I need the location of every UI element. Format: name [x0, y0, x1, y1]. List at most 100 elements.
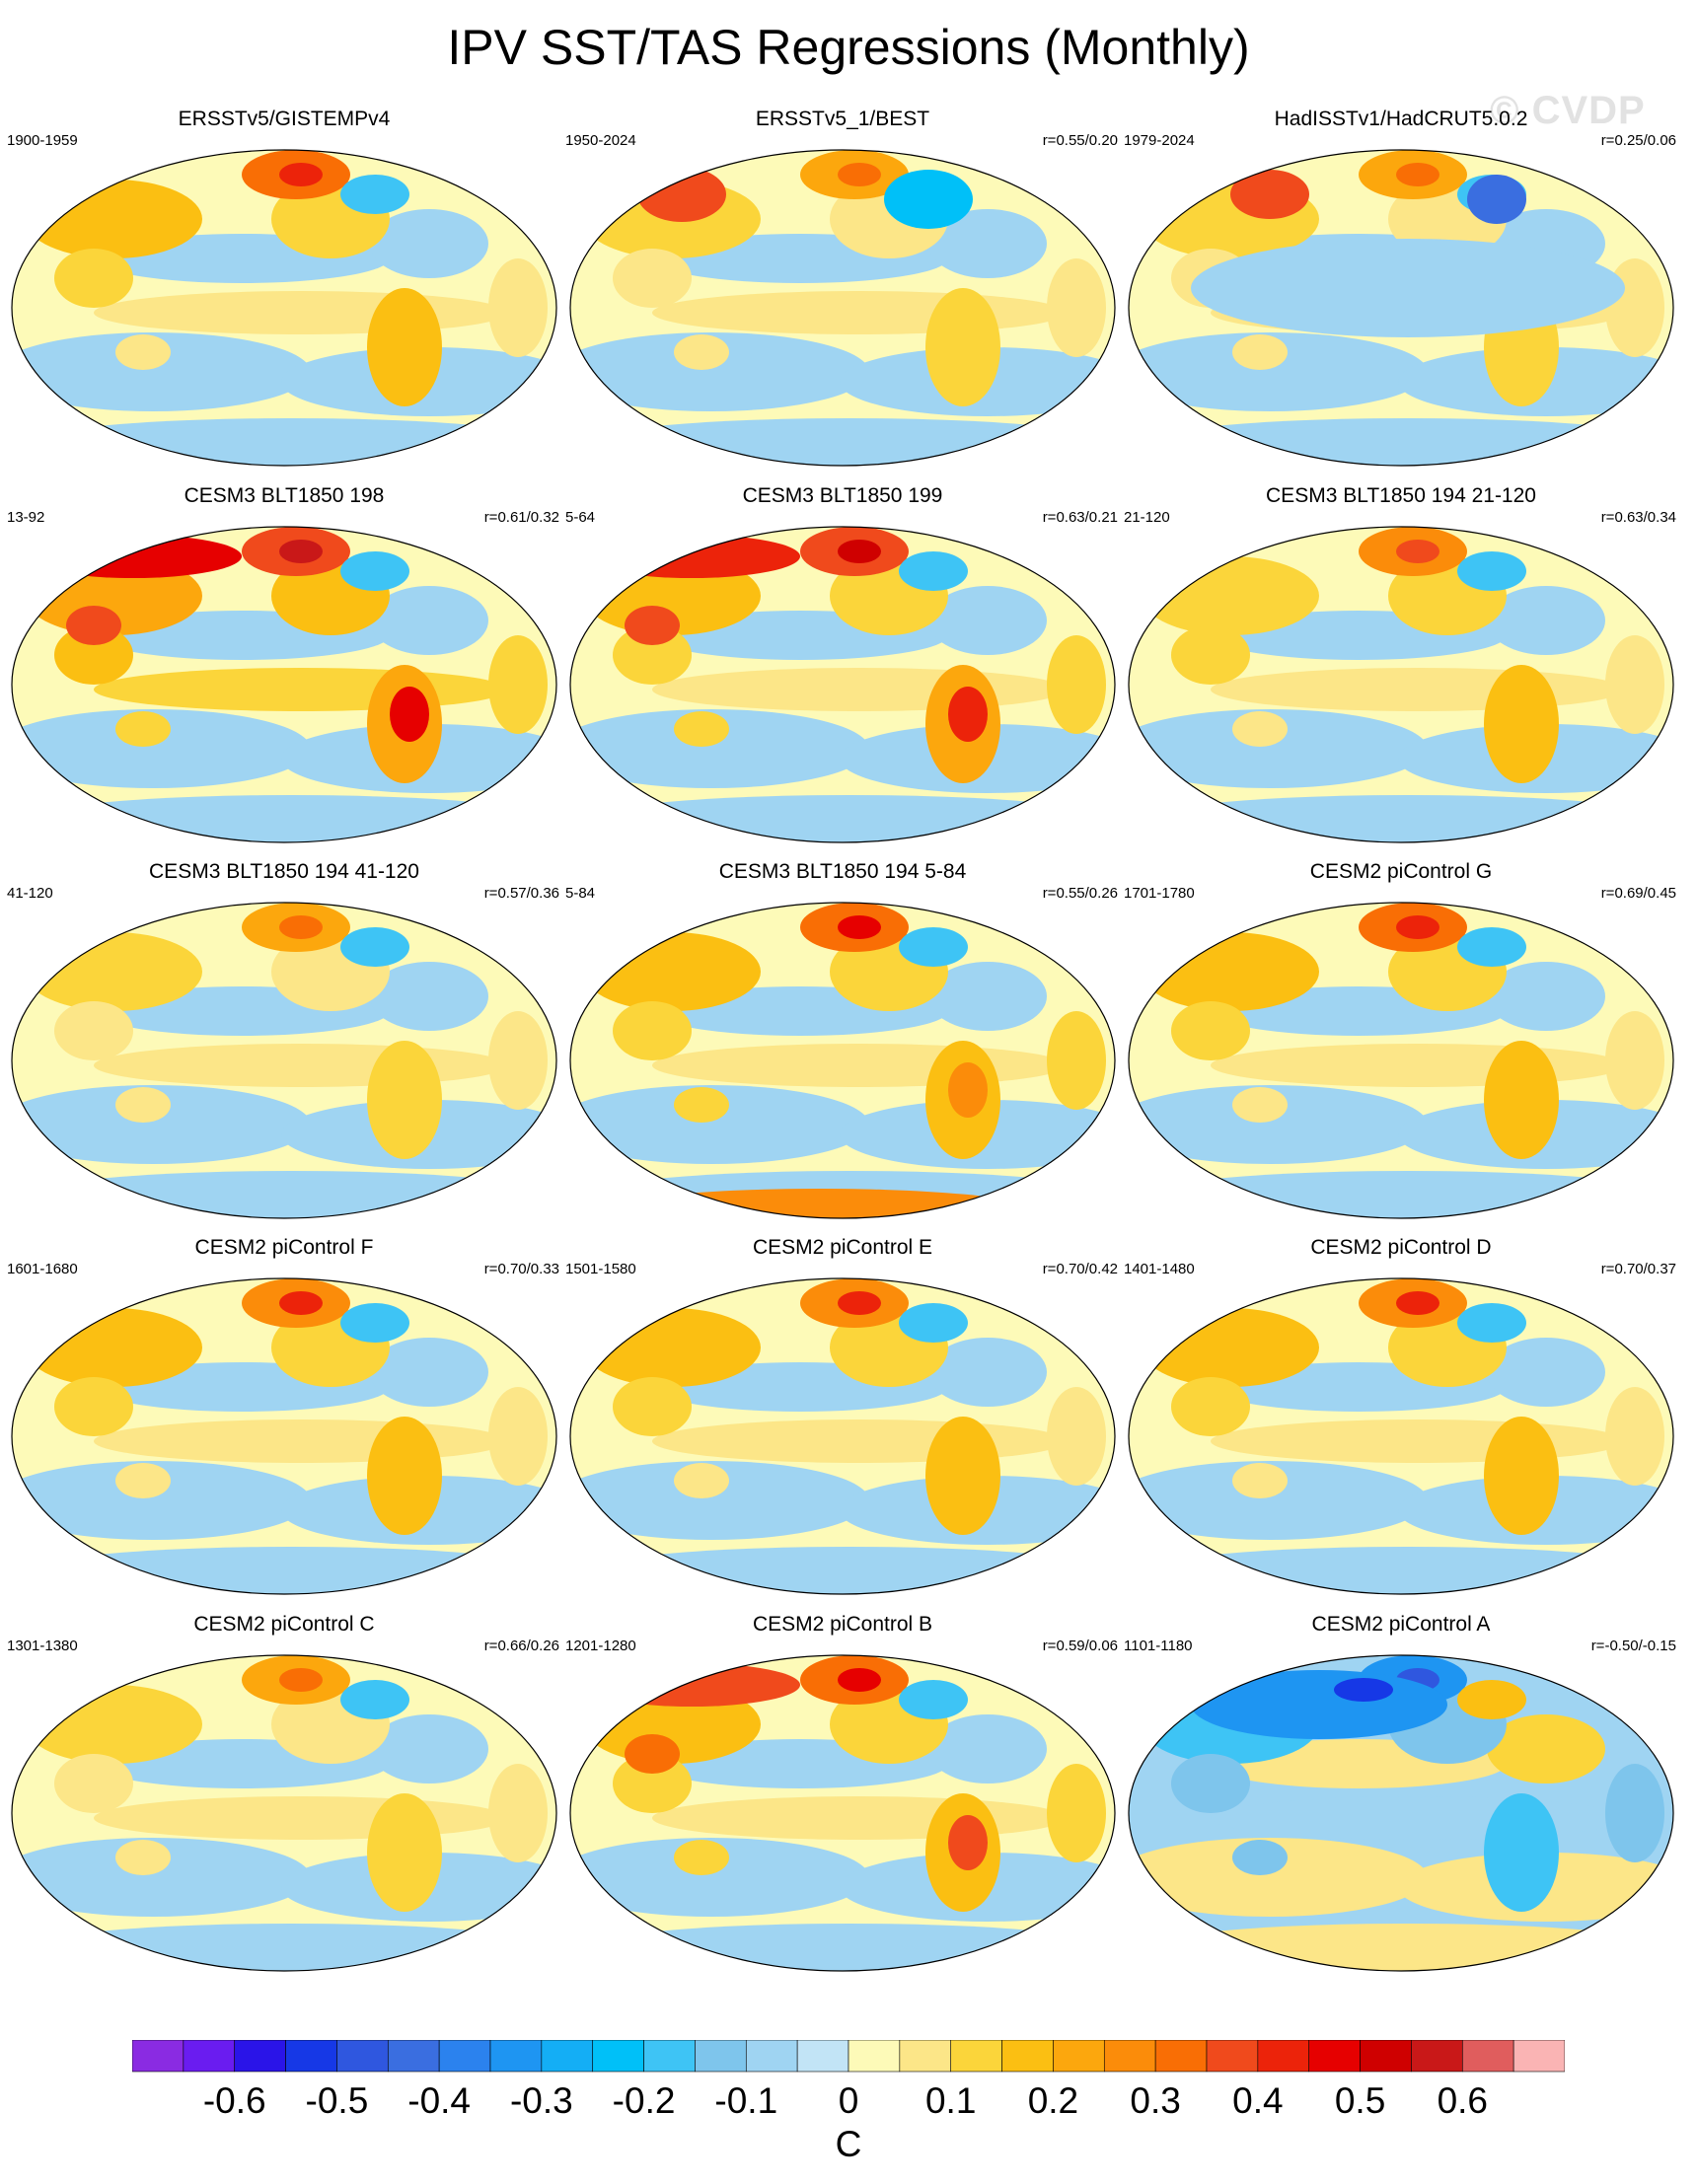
map-panel: CESM2 piControl C 1301-1380 r=0.66/0.26	[5, 1612, 563, 1987]
siberia-anomaly	[25, 535, 242, 578]
south-asia-anomaly	[613, 1001, 692, 1060]
colorbar-box	[183, 2040, 236, 2073]
africa-anomaly	[488, 1764, 548, 1862]
alaska-core	[838, 163, 881, 186]
africa-anomaly	[1047, 1387, 1106, 1486]
equatorial-pacific-tongue	[94, 668, 508, 711]
colorbar-tick-labels: -0.6 -0.5 -0.4 -0.3 -0.2 -0.1 0 0.1 0.2 0.3 0.4 0.5…	[0, 2079, 1697, 2125]
map-panel: CESM3 BLT1850 194 41-120 41-120 r=0.57/0.3…	[5, 859, 563, 1234]
global-map	[569, 1654, 1116, 1972]
map-outline	[569, 1654, 1116, 1972]
colorbar-tick-label: -0.1	[714, 2080, 778, 2121]
australia-anomaly	[115, 711, 171, 747]
map-outline	[1128, 1277, 1674, 1595]
equatorial-pacific-tongue	[652, 1420, 1067, 1463]
eurasia-anomaly	[25, 180, 202, 258]
australia-anomaly	[1232, 711, 1288, 747]
africa-anomaly	[1047, 258, 1106, 357]
equatorial-pacific-tongue	[94, 291, 508, 334]
south-pacific-band	[570, 709, 869, 788]
australia-anomaly	[1232, 334, 1288, 370]
australia-anomaly	[1232, 1087, 1288, 1123]
amazon-hot-core	[948, 1062, 988, 1118]
australia-anomaly	[115, 1463, 171, 1498]
map-outline	[11, 526, 557, 843]
panel-period: 1301-1380	[7, 1638, 78, 1654]
south-asia-anomaly	[613, 1754, 692, 1813]
south-pacific-band	[570, 332, 869, 411]
south-america-anomaly	[1484, 1417, 1559, 1535]
colorbar-tick-label: 0.4	[1232, 2080, 1284, 2121]
alaska-core	[1396, 915, 1439, 939]
panel-title: CESM2 piControl D	[1310, 1236, 1492, 1259]
north-america-cool	[884, 170, 973, 229]
panel-correlation: r=0.63/0.34	[1600, 509, 1676, 526]
south-asia-anomaly	[613, 1377, 692, 1436]
colorbar-box	[285, 2040, 337, 2073]
map-panel: CESM2 piControl D 1401-1480 r=0.70/0.37	[1122, 1235, 1680, 1610]
panel-period: 1101-1180	[1124, 1638, 1193, 1654]
panel-title: CESM3 BLT1850 194 5-84	[718, 860, 967, 883]
panel-title: CESM2 piControl C	[193, 1613, 375, 1636]
map-outline	[1128, 526, 1674, 843]
map-outline	[11, 1654, 557, 1972]
map-panel: ERSSTv5_1/BEST 1950-2024 r=0.55/0.20	[563, 107, 1122, 481]
north-pacific-cool-core	[1191, 1670, 1447, 1739]
north-atlantic-patch	[1487, 962, 1605, 1031]
canada-cool-patch	[340, 1680, 409, 1719]
colorbar-box	[438, 2040, 491, 2073]
alaska-core	[838, 540, 881, 563]
alaska-core	[838, 915, 881, 939]
africa-anomaly	[488, 258, 548, 357]
australia-anomaly	[674, 1087, 729, 1123]
map-panel: CESM2 piControl B 1201-1280 r=0.59/0.06	[563, 1612, 1122, 1987]
south-asia-anomaly	[1171, 625, 1250, 685]
africa-anomaly	[1605, 1387, 1664, 1486]
equatorial-pacific-tongue	[652, 1044, 1067, 1087]
equatorial-pacific-tongue	[652, 291, 1067, 334]
panel-period: 1601-1680	[7, 1261, 78, 1277]
south-asia-anomaly	[54, 1754, 133, 1813]
colorbar-box	[1154, 2040, 1208, 2073]
equatorial-pacific-tongue	[1211, 1796, 1625, 1840]
map-outline	[1128, 149, 1674, 467]
global-map	[1128, 1277, 1674, 1595]
south-america-anomaly	[1484, 1793, 1559, 1912]
panel-correlation: r=0.63/0.21	[1042, 509, 1118, 526]
north-atlantic-patch	[370, 586, 488, 655]
panel-title: ERSSTv5/GISTEMPv4	[178, 108, 391, 130]
colorbar-box	[1308, 2040, 1361, 2073]
canada-cool-patch	[340, 551, 409, 591]
canada-cool-patch	[1457, 1303, 1526, 1343]
colorbar-box	[643, 2040, 696, 2073]
equatorial-pacific-tongue	[652, 1796, 1067, 1840]
north-atlantic-patch	[1487, 1338, 1605, 1407]
africa-anomaly	[488, 635, 548, 734]
global-map	[11, 902, 557, 1219]
south-pacific-band	[12, 1838, 311, 1917]
panel-title: CESM2 piControl A	[1311, 1613, 1491, 1636]
panel-period: 5-84	[565, 885, 596, 902]
south-pacific-band	[1129, 1461, 1428, 1540]
canada-cool-patch	[1457, 551, 1526, 591]
colorbar-tick-label: 0.3	[1130, 2080, 1181, 2121]
global-map	[569, 526, 1116, 843]
colorbar	[132, 2040, 1565, 2073]
panel-correlation: r=0.70/0.33	[483, 1261, 559, 1277]
africa-anomaly	[488, 1011, 548, 1110]
colorbar-box	[1257, 2040, 1310, 2073]
amazon-hot-core	[390, 687, 429, 742]
panel-title: CESM3 BLT1850 194 41-120	[149, 860, 419, 883]
south-pacific-band	[1129, 709, 1428, 788]
panel-correlation: r=0.70/0.37	[1600, 1261, 1676, 1277]
north-pacific-cool-peak	[1334, 1678, 1393, 1702]
south-pacific-band	[12, 1085, 311, 1164]
global-map	[11, 1654, 557, 1972]
map-outline	[1128, 902, 1674, 1219]
global-map	[1128, 902, 1674, 1219]
australia-anomaly	[115, 1840, 171, 1875]
colorbar-box	[1053, 2040, 1105, 2073]
colorbar-box	[592, 2040, 644, 2073]
canada-cool-patch	[340, 175, 409, 214]
siberia-anomaly	[583, 1663, 800, 1707]
